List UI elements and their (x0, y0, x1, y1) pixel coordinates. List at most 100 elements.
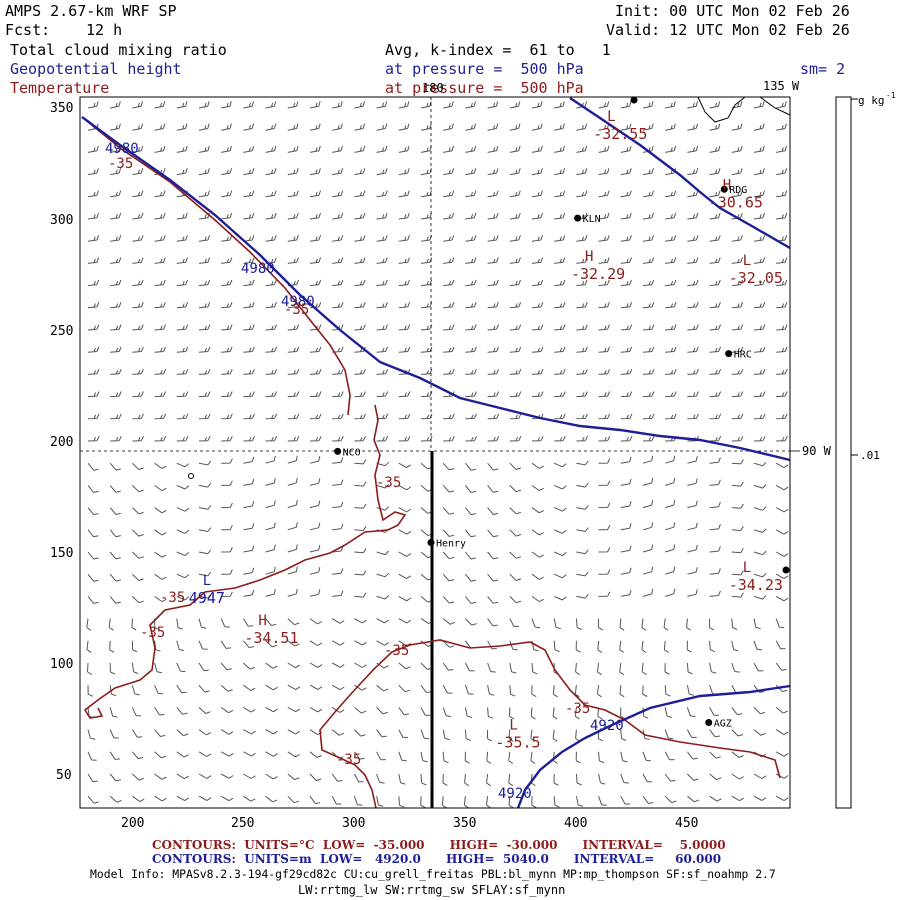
wind-barbs (86, 101, 789, 809)
colorbar-units: g kg (858, 94, 885, 107)
temperature-contours (81, 116, 781, 809)
hilo-value: -32.29 (571, 265, 625, 283)
station-dot (574, 214, 582, 222)
y-tick-200: 200 (50, 435, 73, 450)
temperature-low: L-35.5 (495, 718, 540, 752)
temp-label-35-e: -35 (140, 625, 165, 641)
valid-time: Valid: 12 UTC Mon 02 Feb 26 (606, 21, 850, 39)
station-dot (720, 185, 728, 193)
station-markers: RDG KLN HRC NCO Henry AGZ (334, 96, 790, 729)
geo-label-4920-b: 4920 (498, 786, 532, 802)
temp-contour-sw (83, 404, 407, 719)
hilo-value: -32.05 (729, 269, 783, 287)
x-tick-250: 250 (231, 816, 254, 831)
station-hrc: HRC (725, 350, 752, 361)
edge-station-dot (782, 566, 790, 574)
init-time: Init: 00 UTC Mon 02 Feb 26 (615, 2, 850, 20)
contours-temperature-info: CONTOURS: UNITS=°C LOW= -35.000 HIGH= -3… (152, 838, 726, 852)
station-rdg: RDG (720, 185, 747, 196)
hilo-letter: L (743, 253, 751, 269)
hilo-letter: L (607, 109, 615, 125)
x-tick-350: 350 (453, 816, 476, 831)
model-info: Model Info: MPASv8.2.3-194-gf29cd82c CU:… (90, 867, 776, 881)
station-kln: KLN (574, 214, 601, 225)
hilo-value: 4947 (189, 589, 225, 607)
geo-label-4980-c: 4980 (281, 294, 315, 310)
pressure-temp-label: at pressure = 500 hPa (385, 79, 584, 97)
temp-label-35-a: -35 (108, 156, 133, 172)
model-info-line2: LW:rrtmg_lw SW:rrtmg_sw SFLAY:sf_mynn (298, 883, 566, 897)
field-temperature-label: Temperature (10, 79, 110, 97)
plot-frame (79, 96, 791, 809)
station-nco: NCO (334, 447, 361, 458)
temp-label-35-d: -35 (160, 590, 185, 606)
forecast-label: Fcst: (5, 21, 51, 39)
temperature-high: H-32.29 (571, 249, 625, 283)
y-tick-100: 100 (50, 657, 73, 672)
model-title: AMPS 2.67-km WRF SP (5, 2, 177, 20)
temperature-high: H-34.51 (244, 613, 298, 647)
hilo-value: -32.55 (593, 125, 647, 143)
hilo-value: -34.23 (729, 576, 783, 594)
geo-label-4920-a: 4920 (590, 718, 624, 734)
forecast-hour: 12 h (86, 21, 123, 39)
hilo-letter: L (509, 718, 517, 734)
temperature-low: L-34.23 (729, 560, 783, 594)
station-label: RDG (729, 185, 747, 196)
x-tick-200: 200 (121, 816, 144, 831)
y-tick-300: 300 (50, 213, 73, 228)
y-tick-350: 350 (50, 101, 73, 116)
x-tick-400: 400 (564, 816, 587, 831)
smoothing-label: sm= 2 (800, 60, 846, 78)
coastline (697, 96, 791, 123)
temp-label-35-h: -35 (336, 752, 361, 768)
temperature-low: L-32.05 (729, 253, 783, 287)
station-dot (725, 350, 733, 358)
station-label: HRC (734, 350, 752, 361)
hilo-value: -34.51 (244, 629, 298, 647)
y-tick-50: 50 (56, 768, 72, 783)
geo-label-4980-b: 4980 (241, 261, 275, 277)
temp-label-35-f: -35 (384, 643, 409, 659)
hilo-letter: L (203, 573, 211, 589)
geo-contour-4980 (81, 116, 791, 462)
colorbar (835, 96, 852, 809)
y-tick-250: 250 (50, 324, 73, 339)
geo-contour-4920 (516, 684, 791, 809)
hilo-value: -30.65 (709, 194, 763, 212)
field-geopotential-label: Geopotential height (10, 60, 182, 78)
station-label: NCO (343, 447, 361, 458)
lon-label-135w: 135 W (763, 79, 800, 93)
highs-lows: L-32.55H-30.65H-32.29L-32.05L-34.23H-34.… (189, 109, 783, 752)
y-tick-150: 150 (50, 546, 73, 561)
hilo-letter: H (723, 178, 731, 194)
lon-label-180: 180 (422, 81, 444, 95)
geo-contour-ne (569, 97, 791, 250)
station-label: KLN (583, 214, 601, 225)
temp-contour-south (319, 639, 781, 809)
x-tick-450: 450 (675, 816, 698, 831)
wind-barb-paths (86, 101, 789, 809)
small-circle-marker (188, 473, 194, 479)
station-henry: Henry (427, 539, 466, 550)
station-label: AGZ (714, 718, 732, 729)
edge-station-dot (630, 96, 638, 104)
geo-label-4980-a: 4980 (105, 141, 139, 157)
contours-geopotential-info: CONTOURS: UNITS=m LOW= 4920.0 HIGH= 5040… (152, 852, 722, 866)
station-dot (427, 539, 435, 547)
temp-label-35-g: -35 (565, 701, 590, 717)
pressure-geo-label: at pressure = 500 hPa (385, 60, 584, 78)
hilo-value: -35.5 (495, 734, 540, 752)
temperature-high: H-30.65 (709, 178, 763, 212)
colorbar-tick-label: .01 (860, 449, 880, 462)
station-dot (705, 718, 713, 726)
lon-label-90w: 90 W (802, 444, 832, 458)
station-dot (334, 447, 342, 455)
temperature-low: L-32.55 (593, 109, 647, 143)
k-index-label: Avg, k-index = 61 to 1 (385, 41, 611, 59)
station-label: Henry (436, 539, 466, 550)
hilo-letter: H (258, 613, 266, 629)
hilo-letter: H (585, 249, 593, 265)
